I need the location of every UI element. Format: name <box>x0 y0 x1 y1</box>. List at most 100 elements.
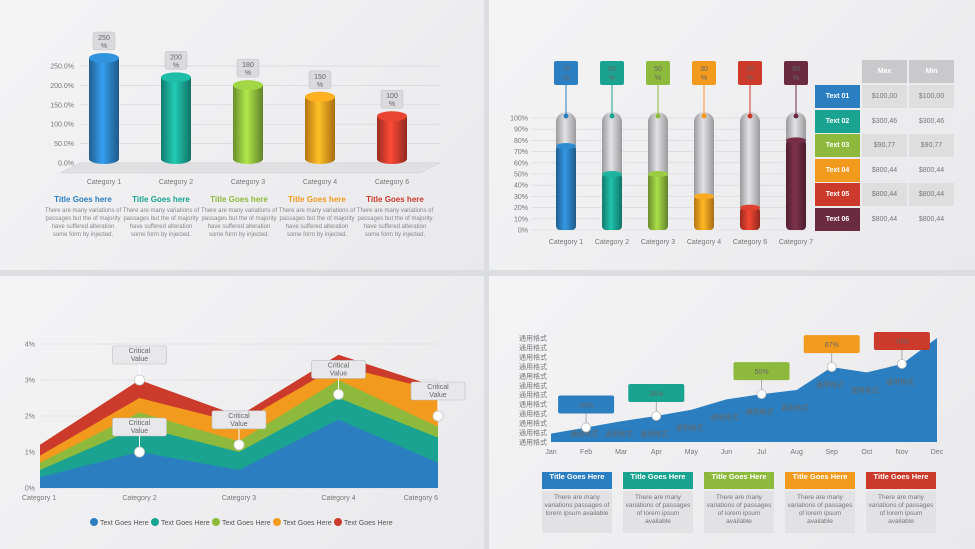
tube-background <box>740 112 760 230</box>
y-tick-label: 通用格式 <box>519 381 547 390</box>
data-label-value: 100 <box>386 93 398 100</box>
y-tick-label: 20% <box>514 205 528 212</box>
y-tick-label: 50.0% <box>54 141 74 148</box>
legend-item: Text Goes Here <box>212 518 271 527</box>
cylinder-top <box>161 72 191 83</box>
info-box-title: Title Goes Here <box>866 472 936 489</box>
callout-box <box>803 335 860 354</box>
category-label: Category 1 <box>22 495 56 502</box>
point-label: 通用格式 <box>816 380 844 389</box>
y-tick-label: 通用格式 <box>519 419 547 428</box>
legend-label: Text Goes Here <box>161 520 210 527</box>
category-label: Category 3 <box>231 179 265 186</box>
category-label: Category 4 <box>321 495 355 502</box>
y-tick-label: 0.0% <box>58 161 74 168</box>
y-tick-label: 100.0% <box>50 122 74 129</box>
y-tick-label: 通用格式 <box>519 438 547 447</box>
callout-label: Critical <box>427 384 449 391</box>
info-box-title: Title Goes Here <box>704 472 774 489</box>
category-label: Category 1 <box>549 239 583 246</box>
point-label: 通用格式 <box>675 423 703 432</box>
tube-fill <box>556 146 576 230</box>
area-series <box>40 419 438 488</box>
legend-label: Text Goes Here <box>283 520 332 527</box>
y-tick-label: 3% <box>25 378 35 385</box>
callout-box <box>733 362 790 381</box>
month-label: Mar <box>615 449 628 456</box>
data-label-value: 150 <box>314 74 326 81</box>
data-label-suffix: % <box>101 43 107 50</box>
data-label-suffix: % <box>793 75 799 82</box>
table-cell-min: $800,44 <box>909 158 954 182</box>
table-row-label: Text 05 <box>815 183 860 206</box>
data-label-value: 75 <box>562 66 570 73</box>
data-label-value: 20 <box>746 66 754 73</box>
point-label: 通用格式 <box>605 429 633 438</box>
tube-fill <box>602 174 622 230</box>
y-tick-label: 0% <box>518 228 528 235</box>
label-dot <box>563 113 569 119</box>
point-label: 通用格式 <box>851 385 879 394</box>
table-cell-min: $100,00 <box>909 85 954 108</box>
cylinder-top <box>377 111 407 122</box>
tube-fill-top <box>694 193 714 200</box>
table-cell-max: $90,77 <box>862 134 907 157</box>
callout-label: Critical <box>129 420 151 427</box>
info-box: Title Goes Here There are many variations… <box>623 472 693 533</box>
legend-item: Text Goes Here <box>90 518 149 527</box>
data-label-suffix: % <box>701 75 707 82</box>
callout-label: 70% <box>895 339 909 346</box>
info-box-body: There are many variations of passages of… <box>866 491 936 533</box>
text-block: Title Goes here There are many variations… <box>356 195 434 239</box>
legend-swatch <box>151 518 159 526</box>
table-cell-min: $800,44 <box>909 207 954 231</box>
category-label: Category 1 <box>87 179 121 186</box>
callout-marker <box>233 439 245 451</box>
data-label-box <box>784 61 808 85</box>
text-block-body: There are many variations of passages bu… <box>356 208 434 238</box>
point-label: 通用格式 <box>570 429 598 438</box>
y-tick-label: 70% <box>514 149 528 156</box>
month-label: May <box>685 449 699 456</box>
data-label-box <box>236 58 260 78</box>
callout-box <box>410 381 466 401</box>
category-label: Category 6 <box>404 495 438 502</box>
y-tick-label: 100% <box>510 116 528 123</box>
callout-marker <box>581 422 591 433</box>
tube-fill <box>786 140 806 230</box>
data-label-suffix: % <box>609 75 615 82</box>
callout-marker <box>134 446 145 458</box>
legend-item: Text Goes Here <box>334 518 393 527</box>
callout-label: Value <box>429 392 446 399</box>
data-label-suffix: % <box>173 62 179 69</box>
cylinder-bar <box>89 58 119 164</box>
callout-label: 67% <box>825 342 839 349</box>
callout-marker <box>333 389 344 400</box>
tube-fill <box>740 207 760 230</box>
data-label-value: 180 <box>242 62 254 69</box>
text-block: Title Goes here There are many variations… <box>44 195 122 239</box>
data-label-suffix: % <box>563 75 569 82</box>
month-label: Jun <box>721 449 732 456</box>
cylinder-bar <box>305 96 335 164</box>
y-tick-label: 通用格式 <box>519 409 547 418</box>
y-tick-label: 通用格式 <box>519 390 547 399</box>
callout-label: Critical <box>328 362 350 369</box>
data-label-box <box>646 61 670 85</box>
callout-label: Critical <box>129 348 151 355</box>
cylinder-top <box>305 91 335 102</box>
label-dot <box>793 113 799 119</box>
cylinder-bar <box>377 116 407 164</box>
floor <box>59 162 441 174</box>
tube-fill-top <box>740 204 760 211</box>
tube-chart: 0% 10% 20% 30% 40% 50% 60% 70% 80% 90% 100% 75% Cate… <box>510 61 813 246</box>
label-dot <box>609 113 615 119</box>
callout-label: 20% <box>579 402 593 409</box>
stacked-area-chart: 0% 1% 2% 3% 4% Category 1 Category 2 Category 3… <box>22 342 466 502</box>
callout-marker <box>651 411 662 421</box>
month-label: Dec <box>931 449 944 456</box>
y-tick-label: 60% <box>514 160 528 167</box>
text-block-body: There are many variations of passages bu… <box>44 208 122 238</box>
table-cell-max: $800,44 <box>862 207 907 231</box>
y-tick-label: 30% <box>514 194 528 201</box>
